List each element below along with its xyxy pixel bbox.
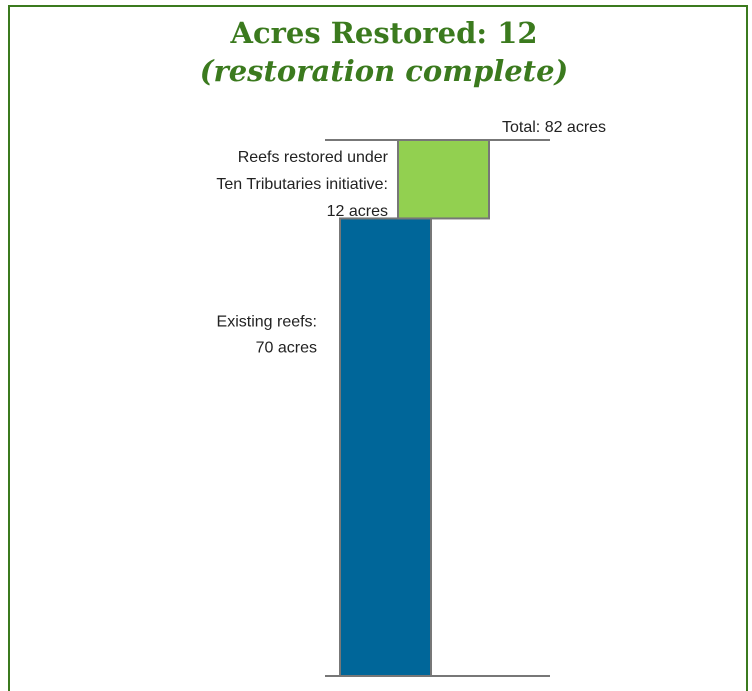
bar xyxy=(339,217,432,677)
chart-title: Acres Restored: 12 xyxy=(229,16,537,50)
bar-label: Reefs restored under xyxy=(238,149,389,166)
value-label: 12 acres xyxy=(327,203,388,220)
bar-label: Existing reefs: xyxy=(217,314,317,331)
bar-label: Ten Tributaries initiative: xyxy=(216,176,388,193)
frame xyxy=(8,5,748,691)
value-label: 70 acres xyxy=(256,340,317,357)
total-label: Total: 82 acres xyxy=(502,119,606,136)
bar xyxy=(397,139,490,220)
chart-subtitle: (restoration complete) xyxy=(200,54,569,88)
